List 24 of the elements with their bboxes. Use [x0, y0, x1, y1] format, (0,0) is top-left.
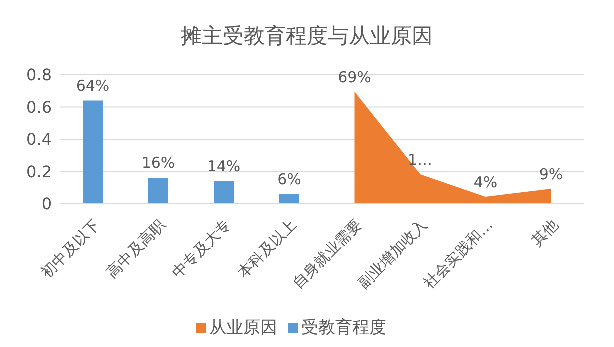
bar	[280, 194, 300, 204]
data-label: 4%	[474, 174, 498, 192]
data-label: 69%	[338, 68, 372, 87]
x-tick-label: 高中及高职	[103, 216, 169, 282]
bar	[148, 178, 168, 204]
bar	[83, 100, 103, 204]
data-label: 6%	[278, 170, 302, 188]
x-tick-label: 初中及以下	[38, 216, 104, 282]
data-label: 1…	[408, 150, 433, 169]
legend-label: 受教育程度	[302, 318, 386, 338]
data-label: 14%	[207, 157, 241, 176]
x-tick-label: 其他	[528, 216, 562, 250]
data-label: 9%	[539, 165, 564, 184]
data-label: 64%	[76, 76, 110, 95]
y-tick-label: 0.4	[26, 130, 52, 150]
data-label: 16%	[142, 154, 176, 172]
x-tick-label: 中专及大专	[168, 216, 234, 282]
chart-title: 摊主受教育程度与从业原因	[180, 23, 434, 50]
y-tick-label: 0	[42, 194, 52, 214]
y-tick-label: 0.8	[26, 66, 52, 85]
bar	[214, 181, 234, 204]
y-tick-label: 0.6	[26, 98, 52, 117]
y-tick-label: 0.2	[26, 162, 52, 182]
legend-label: 从业原因	[210, 318, 278, 338]
